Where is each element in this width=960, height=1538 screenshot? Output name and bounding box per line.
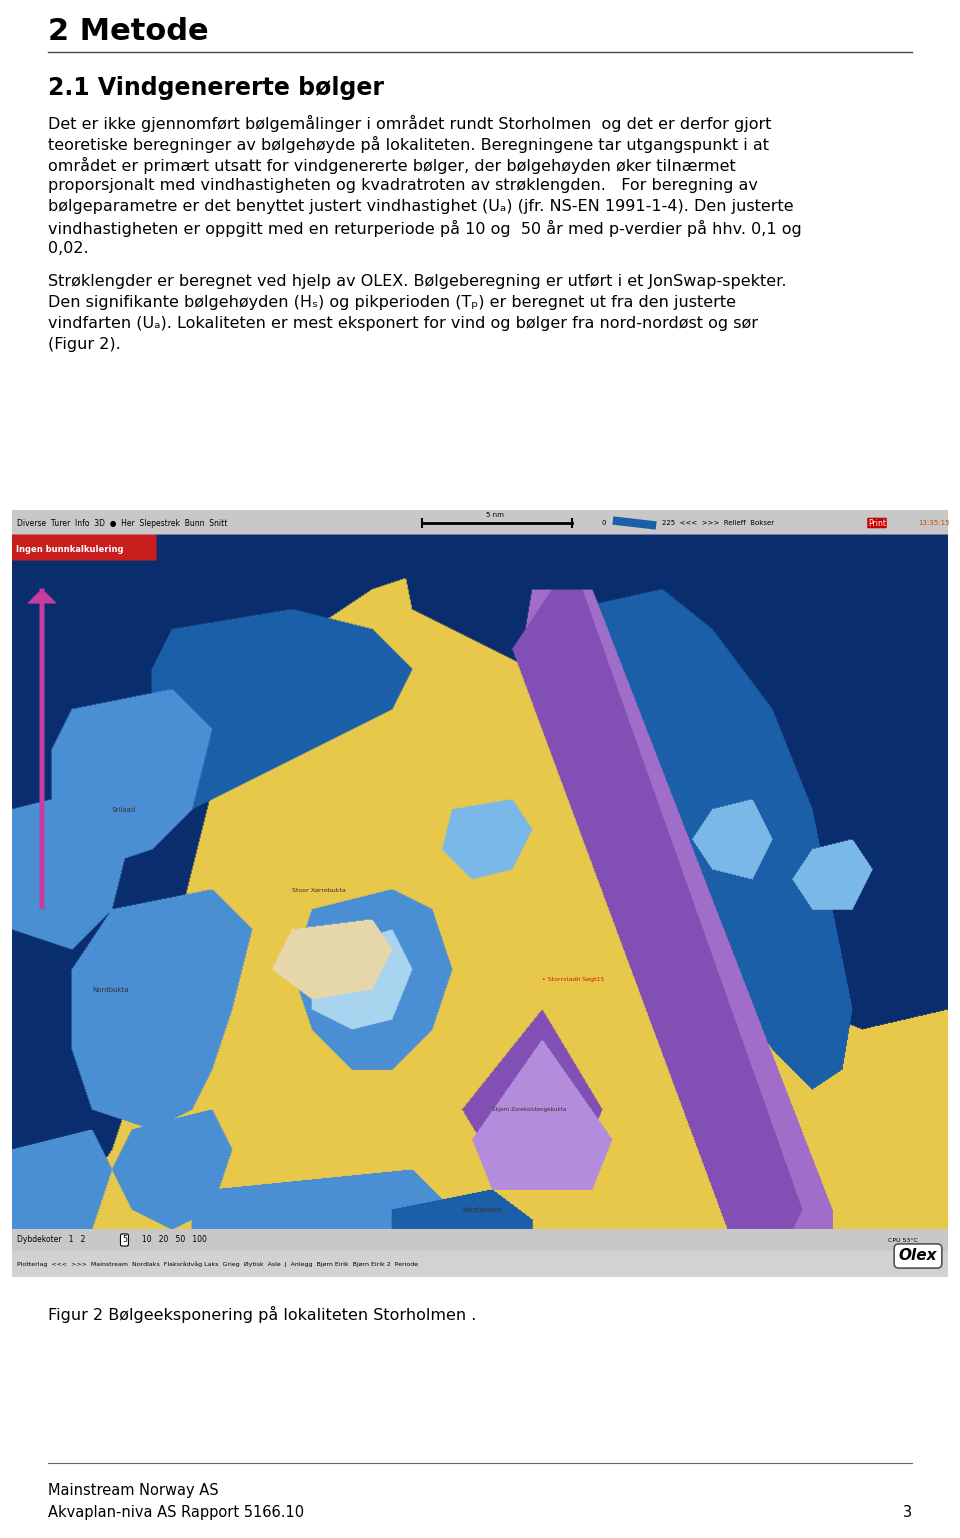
Text: 5: 5 <box>122 1235 127 1244</box>
Text: Det er ikke gjennomført bølgemålinger i området rundt Storholmen  og det er derf: Det er ikke gjennomført bølgemålinger i … <box>48 115 772 132</box>
Text: (Figur 2).: (Figur 2). <box>48 337 121 352</box>
Text: Print: Print <box>868 518 886 528</box>
Text: 2.1 Vindgenererte bølger: 2.1 Vindgenererte bølger <box>48 75 384 100</box>
Text: proporsjonalt med vindhastigheten og kvadratroten av strøklengden.   For beregni: proporsjonalt med vindhastigheten og kva… <box>48 178 757 192</box>
Text: Plotterlag  <<<  >>>  Mainstream  Nordlaks  Flaksrådvåg Laks  Grieg  Øytisk  Asl: Plotterlag <<< >>> Mainstream Nordlaks F… <box>17 1261 419 1267</box>
Text: CPU 53°C: CPU 53°C <box>888 1238 918 1243</box>
Text: vindhastigheten er oppgitt med en returperiode på 10 og  50 år med p-verdier på : vindhastigheten er oppgitt med en returp… <box>48 220 802 237</box>
Text: Dybdekoter   1   2: Dybdekoter 1 2 <box>17 1235 85 1244</box>
Text: Akvaplan-niva AS Rapport 5166.10: Akvaplan-niva AS Rapport 5166.10 <box>48 1506 304 1520</box>
Text: Nordbukta: Nordbukta <box>92 987 129 994</box>
Text: Skjern Zorekalstengebukta: Skjern Zorekalstengebukta <box>492 1107 566 1112</box>
Text: 2 Metode: 2 Metode <box>48 17 208 46</box>
Text: vindfarten (Uₐ). Lokaliteten er mest eksponert for vind og bølger fra nord-nordø: vindfarten (Uₐ). Lokaliteten er mest eks… <box>48 315 758 331</box>
Text: 0: 0 <box>602 520 607 526</box>
Text: Ingen bunnkalkulering: Ingen bunnkalkulering <box>16 544 124 554</box>
Text: 13:35:15: 13:35:15 <box>918 520 949 526</box>
Text: 3: 3 <box>902 1506 912 1520</box>
Text: området er primært utsatt for vindgenererte bølger, der bølgehøyden øker tilnærm: området er primært utsatt for vindgenere… <box>48 157 735 174</box>
Text: Stoor Xørrebukta: Stoor Xørrebukta <box>292 887 346 892</box>
Text: 5 nm: 5 nm <box>486 512 504 518</box>
Text: 10   20   50   100: 10 20 50 100 <box>142 1235 206 1244</box>
Text: Figur 2 Bølgeeksponering på lokaliteten Storholmen .: Figur 2 Bølgeeksponering på lokaliteten … <box>48 1306 476 1323</box>
Text: 225  <<<  >>>  Relieff  Bokser: 225 <<< >>> Relieff Bokser <box>662 520 774 526</box>
Text: • Storrstadli Søgt15: • Storrstadli Søgt15 <box>542 978 604 983</box>
Text: Srilaad: Srilaad <box>112 807 136 814</box>
Text: 0,02.: 0,02. <box>48 241 88 255</box>
Text: bølgeparametre er det benyttet justert vindhastighet (Uₐ) (jfr. NS-EN 1991-1-4).: bølgeparametre er det benyttet justert v… <box>48 198 794 214</box>
Text: teoretiske beregninger av bølgehøyde på lokaliteten. Beregningene tar utgangspun: teoretiske beregninger av bølgehøyde på … <box>48 135 769 152</box>
Text: Strøklengder er beregnet ved hjelp av OLEX. Bølgeberegning er utført i et JonSwa: Strøklengder er beregnet ved hjelp av OL… <box>48 274 786 289</box>
Text: Korsfjorden: Korsfjorden <box>462 1207 501 1213</box>
Text: Olex: Olex <box>899 1249 937 1264</box>
Text: Mainstream Norway AS: Mainstream Norway AS <box>48 1483 219 1498</box>
Text: Den signifikante bølgehøyden (Hₛ) og pikperioden (Tₚ) er beregnet ut fra den jus: Den signifikante bølgehøyden (Hₛ) og pik… <box>48 295 736 311</box>
Text: Diverse  Turer  Info  3D  ●  Her  Slepestrek  Bunn  Snitt: Diverse Turer Info 3D ● Her Slepestrek B… <box>17 518 228 528</box>
